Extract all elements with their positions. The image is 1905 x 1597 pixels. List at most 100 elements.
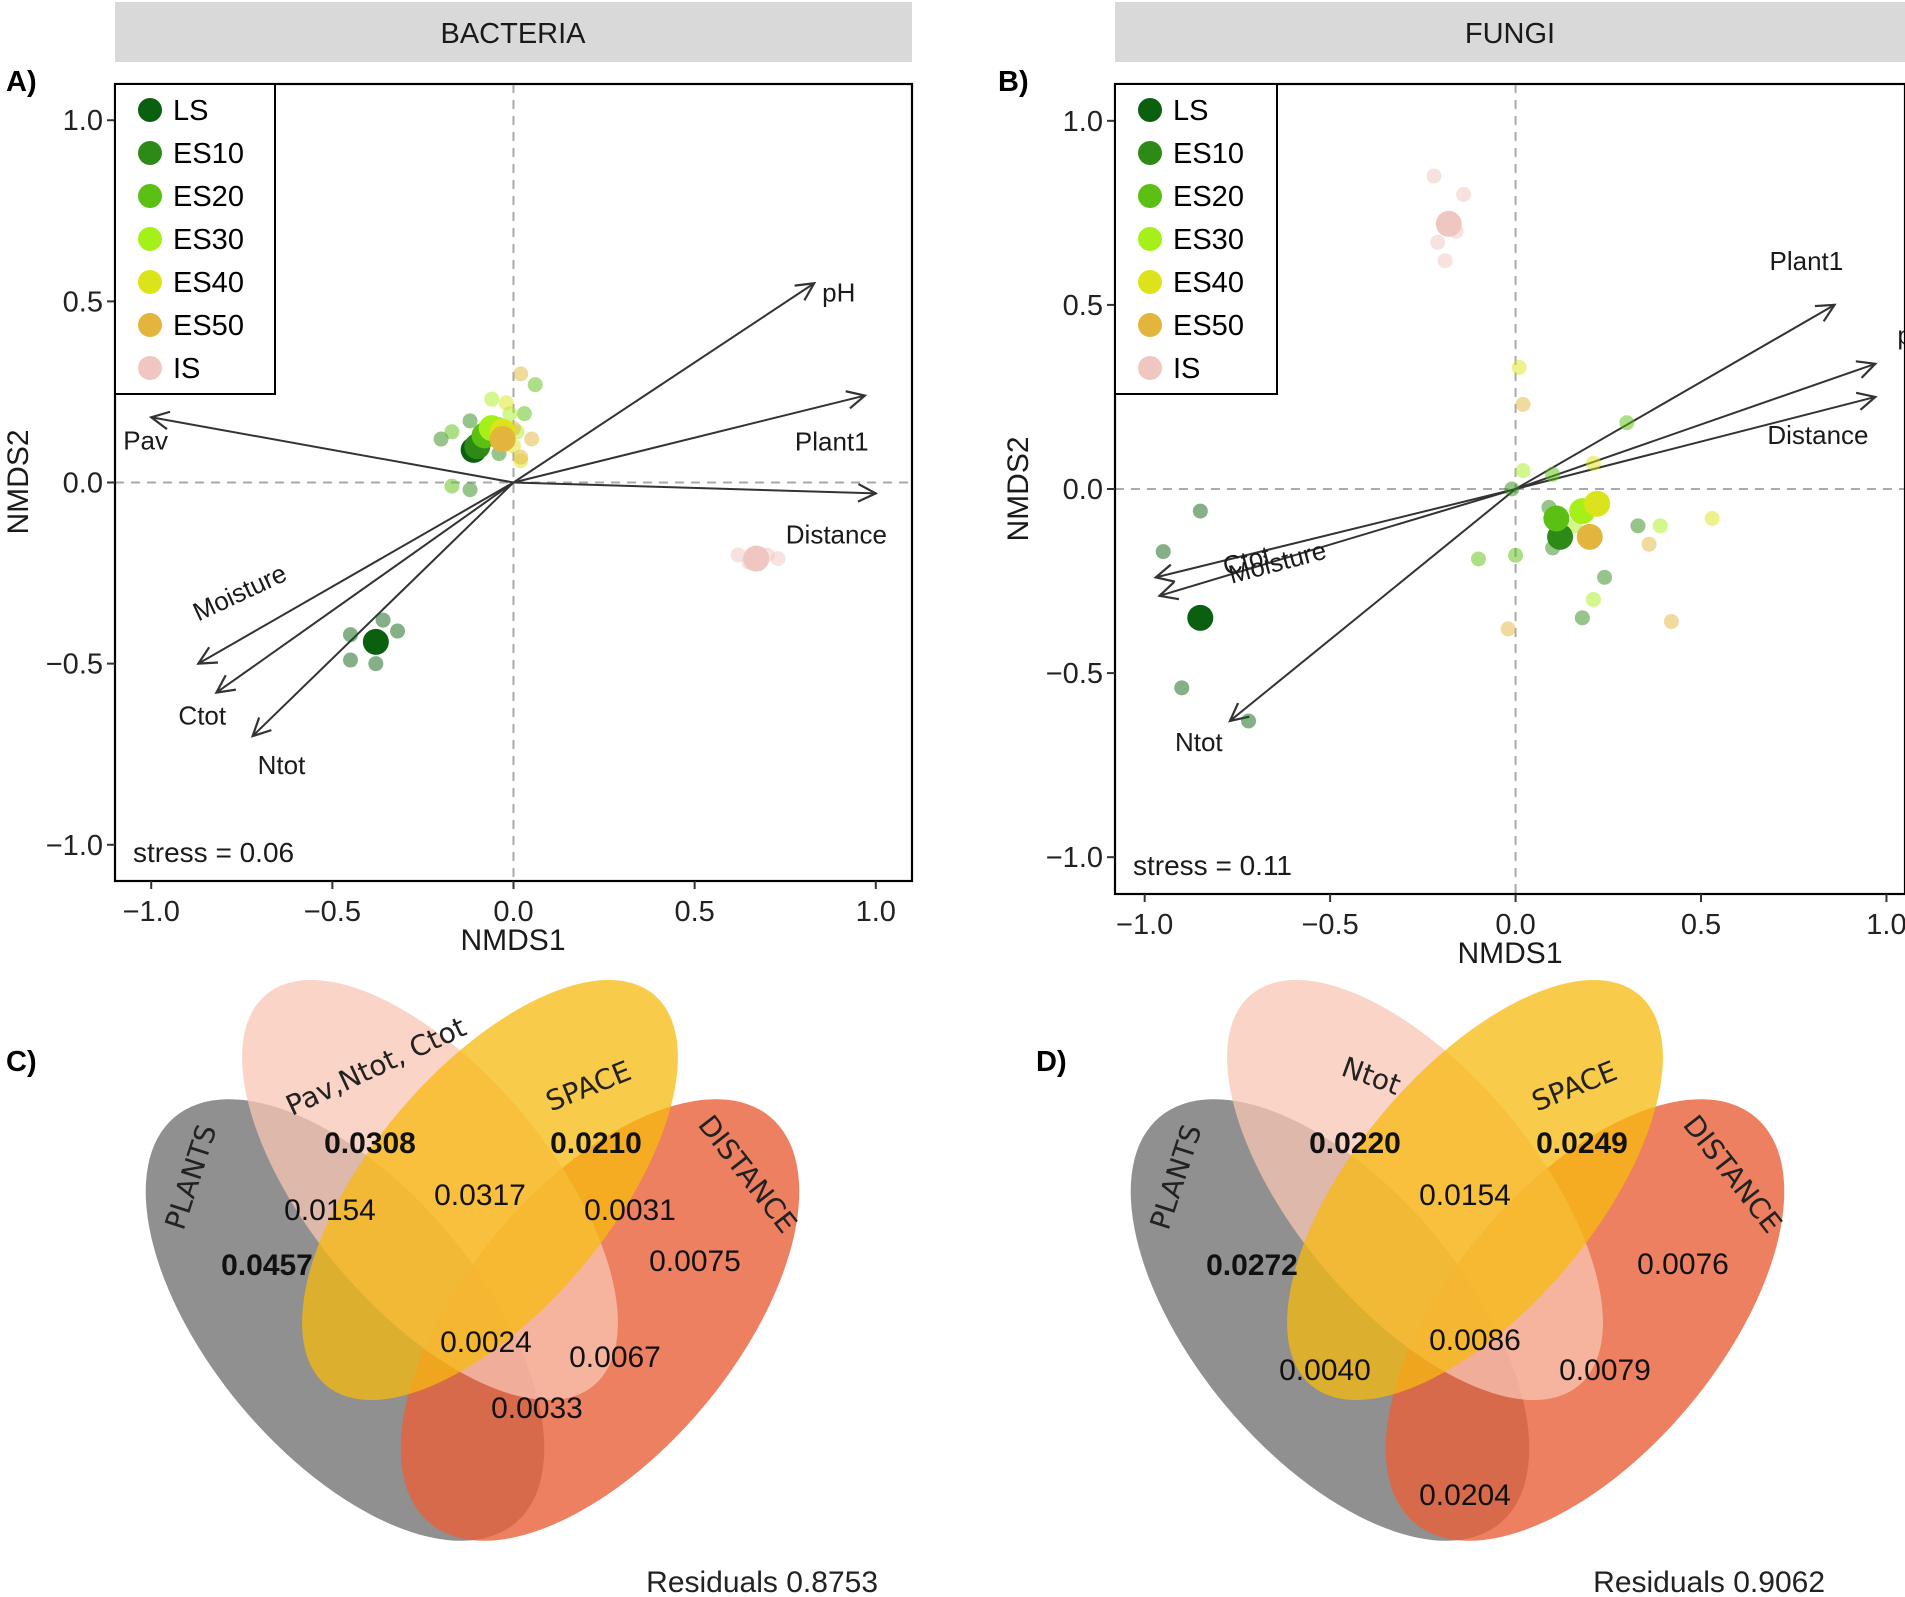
legend-label-is: IS xyxy=(1173,353,1200,385)
arrow-label-ctot: Ctot xyxy=(178,701,226,731)
legend-label-es30: ES30 xyxy=(1173,224,1244,256)
arrow-plant1 xyxy=(1515,305,1835,490)
value-nutrients-space: 0.0317 xyxy=(434,1179,526,1212)
x-axis-title: NMDS1 xyxy=(460,924,565,957)
sample-point-es30 xyxy=(1652,518,1668,534)
value-plants-only: 0.0272 xyxy=(1206,1249,1298,1282)
legend-label-ls: LS xyxy=(173,95,208,127)
centroid-es50 xyxy=(1576,523,1603,550)
x-tick-label: 0.0 xyxy=(493,896,533,928)
sample-point-es50 xyxy=(513,366,529,382)
value-all-four: 0.0024 xyxy=(440,1326,532,1359)
centroid-es50 xyxy=(489,426,516,453)
legend-swatch-es40 xyxy=(1138,270,1162,294)
y-tick-label: 0.5 xyxy=(63,286,103,318)
legend-swatch-ls xyxy=(138,98,162,122)
sample-point-es50 xyxy=(1641,536,1657,552)
sample-point-is xyxy=(1456,186,1472,202)
value-distance-only: 0.0076 xyxy=(1637,1248,1729,1281)
x-axis-title: NMDS1 xyxy=(1457,937,1562,970)
sample-point-es20 xyxy=(444,424,460,440)
sample-point-is xyxy=(770,551,786,567)
sample-point-es30 xyxy=(484,391,500,407)
panel-label: C) xyxy=(6,1046,37,1078)
panel-label: D) xyxy=(1036,1046,1067,1078)
sample-point-is xyxy=(1430,234,1446,250)
arrow-label-moisture: Moisture xyxy=(1225,535,1329,590)
legend-label-es30: ES30 xyxy=(173,224,244,256)
group-centroids xyxy=(362,415,770,655)
x-tick-label: −1.0 xyxy=(123,896,180,928)
y-tick-label: 1.0 xyxy=(63,105,103,137)
arrow-ph xyxy=(1515,364,1876,490)
arrow-plant1 xyxy=(513,396,865,484)
panel-label: A) xyxy=(6,66,37,98)
strip-title: BACTERIA xyxy=(440,18,586,50)
legend-label-es20: ES20 xyxy=(1173,181,1244,213)
sample-point-es50 xyxy=(1515,396,1531,412)
arrow-ntot xyxy=(253,481,515,737)
centroid-es40 xyxy=(1584,490,1611,517)
sample-point-is xyxy=(1426,168,1442,184)
residuals-label: Residuals 0.9062 xyxy=(1593,1566,1825,1597)
arrow-label-distance: Distance xyxy=(1767,420,1868,450)
centroid-ls xyxy=(362,628,389,655)
legend-label-es10: ES10 xyxy=(173,138,244,170)
value-plants-only: 0.0457 xyxy=(221,1249,313,1282)
x-tick-label: −1.0 xyxy=(1116,909,1173,941)
sample-point-ls xyxy=(1241,713,1257,729)
legend-swatch-is xyxy=(138,356,162,380)
sample-point-es30 xyxy=(1515,463,1531,479)
y-tick-label: −0.5 xyxy=(46,649,103,681)
sample-point-es40 xyxy=(1585,455,1601,471)
y-tick-label: 0.0 xyxy=(63,468,103,500)
arrow-pav xyxy=(151,417,514,484)
sample-point-ls xyxy=(368,656,384,672)
legend-label-es10: ES10 xyxy=(1173,138,1244,170)
sample-point-es20 xyxy=(1470,551,1486,567)
legend-label-es50: ES50 xyxy=(1173,310,1244,342)
x-tick-label: 0.5 xyxy=(1681,909,1721,941)
strip-background xyxy=(1115,2,1905,62)
sample-points xyxy=(1155,168,1720,729)
y-tick-label: −1.0 xyxy=(1046,842,1103,874)
y-tick-label: 1.0 xyxy=(1063,106,1103,138)
sample-point-es40 xyxy=(498,395,514,411)
sample-point-es50 xyxy=(1500,621,1516,637)
value-space-distance: 0.0031 xyxy=(584,1194,676,1227)
arrow-moisture xyxy=(1160,488,1516,596)
value-plants-distance: 0.0204 xyxy=(1419,1479,1511,1512)
arrow-ctot xyxy=(216,481,515,693)
y-tick-label: −1.0 xyxy=(46,830,103,862)
value-space-only: 0.0249 xyxy=(1536,1127,1628,1160)
x-tick-label: −0.5 xyxy=(1301,909,1358,941)
sample-point-es10 xyxy=(462,413,478,429)
arrow-label-pav: Pav xyxy=(123,425,168,455)
sample-point-es10 xyxy=(1574,610,1590,626)
sample-point-es30 xyxy=(1585,591,1601,607)
sample-point-ls xyxy=(1192,503,1208,519)
legend-label-es20: ES20 xyxy=(173,181,244,213)
value-plants-nutrients: 0.0154 xyxy=(284,1194,376,1227)
centroid-ls xyxy=(1187,604,1214,631)
legend-swatch-es10 xyxy=(1138,141,1162,165)
sample-point-es40 xyxy=(1511,360,1527,375)
value-nutrients-only: 0.0220 xyxy=(1309,1127,1401,1160)
arrow-label-distance: Distance xyxy=(786,519,887,549)
venn-set-space xyxy=(1287,979,1663,1401)
sample-point-es20 xyxy=(527,377,543,393)
arrow-label-plant1: Plant1 xyxy=(1770,246,1844,276)
legend-swatch-ls xyxy=(1138,98,1162,122)
x-tick-label: −0.5 xyxy=(304,896,361,928)
panel-label: B) xyxy=(998,66,1029,98)
sample-point-es40 xyxy=(1704,510,1720,526)
value-distance-only: 0.0075 xyxy=(649,1245,741,1278)
legend-swatch-es20 xyxy=(138,184,162,208)
legend-swatch-es40 xyxy=(138,270,162,294)
sample-point-ls xyxy=(375,612,391,628)
sample-point-es50 xyxy=(1663,614,1679,630)
panel-d-variation-partitioning: D) PLANTS Ntot SPACE DISTANCE 0.0220 0.0… xyxy=(1036,979,1825,1597)
value-nutrients-only: 0.0308 xyxy=(324,1127,416,1160)
stress-label: stress = 0.11 xyxy=(1133,850,1292,881)
arrow-label-ntot: Ntot xyxy=(258,750,306,780)
